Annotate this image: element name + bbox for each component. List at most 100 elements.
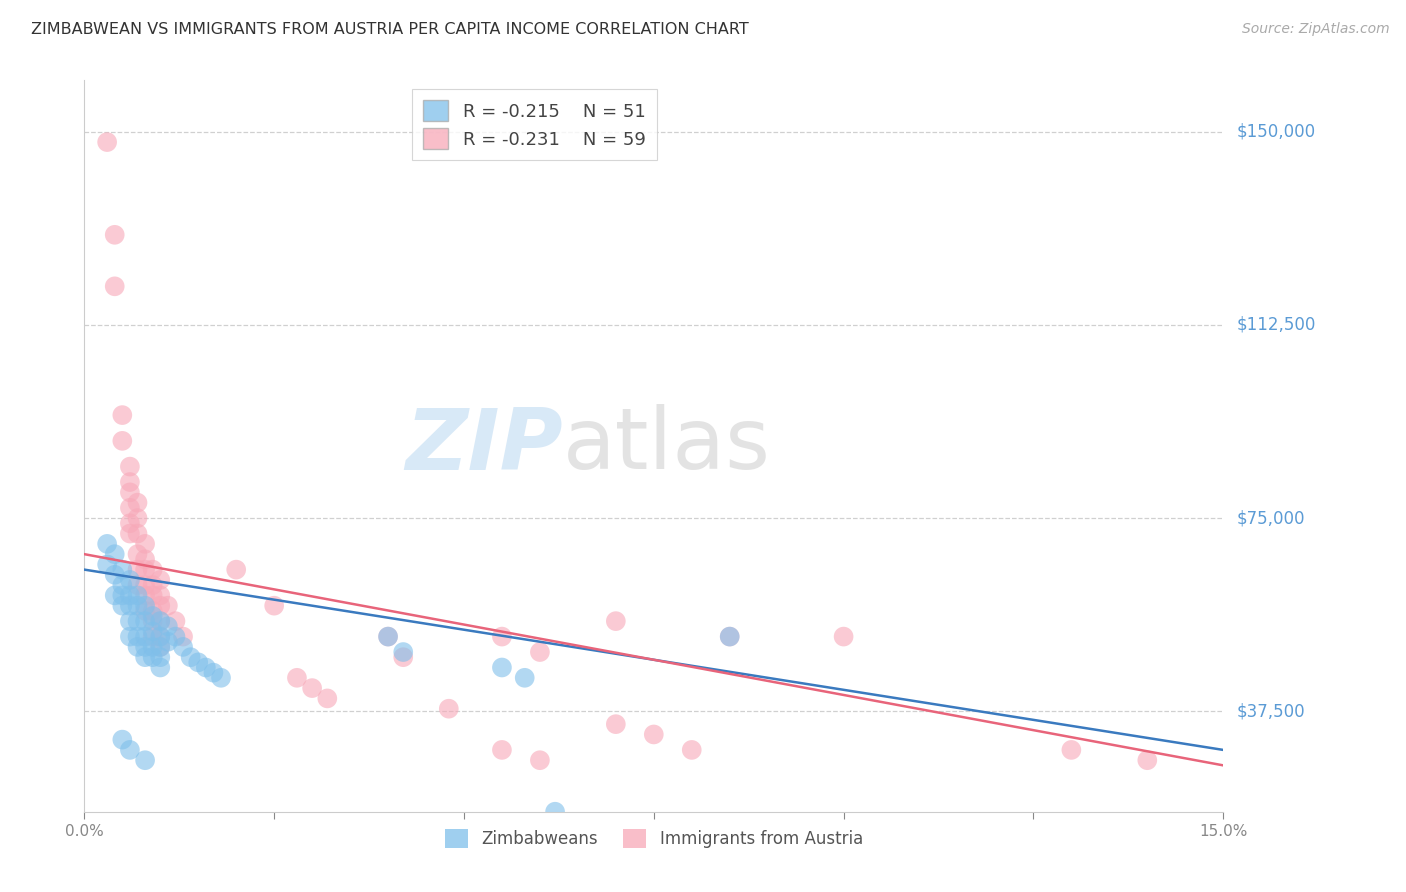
Text: $112,500: $112,500 (1237, 316, 1316, 334)
Point (156, 634, 179, 648)
Point (142, 604, 165, 618)
Point (111, 732, 134, 747)
Point (142, 563, 165, 577)
Point (134, 650, 156, 665)
Point (134, 599, 156, 613)
Point (285, 671, 308, 685)
Point (111, 578, 134, 592)
Point (529, 753, 551, 767)
Point (392, 650, 415, 665)
Point (111, 588, 134, 602)
Point (142, 640, 165, 654)
Point (127, 496, 149, 510)
Point (718, 630, 741, 644)
Point (149, 614, 172, 628)
Text: ZIP: ZIP (405, 404, 562, 488)
Text: $37,500: $37,500 (1237, 702, 1306, 720)
Point (96, 558, 118, 572)
Point (437, 702, 460, 716)
Point (118, 588, 141, 602)
Point (172, 640, 194, 654)
Point (149, 660, 172, 674)
Point (142, 630, 165, 644)
Point (142, 624, 165, 639)
Point (127, 511, 149, 525)
Point (118, 500, 141, 515)
Point (718, 630, 741, 644)
Point (111, 563, 134, 577)
Point (142, 614, 165, 628)
Point (127, 614, 149, 628)
Point (149, 640, 172, 654)
Point (165, 630, 187, 644)
Point (142, 650, 165, 665)
Text: Source: ZipAtlas.com: Source: ZipAtlas.com (1241, 22, 1389, 37)
Point (529, 645, 551, 659)
Point (156, 619, 179, 633)
Point (104, 588, 127, 602)
Point (194, 660, 217, 674)
Point (134, 563, 156, 577)
Point (643, 727, 665, 741)
Point (225, 563, 247, 577)
Point (377, 630, 399, 644)
Point (172, 630, 194, 644)
Point (149, 630, 172, 644)
Point (134, 552, 156, 566)
Point (118, 614, 141, 628)
Point (118, 743, 141, 757)
Point (134, 537, 156, 551)
Point (149, 630, 172, 644)
Legend: Zimbabweans, Immigrants from Austria: Zimbabweans, Immigrants from Austria (439, 822, 869, 855)
Point (134, 578, 156, 592)
Point (118, 459, 141, 474)
Point (96, 537, 118, 551)
Point (491, 630, 513, 644)
Point (118, 573, 141, 587)
Point (316, 691, 339, 706)
Point (118, 516, 141, 531)
Point (681, 743, 703, 757)
Text: $150,000: $150,000 (1237, 123, 1316, 141)
Point (111, 408, 134, 422)
Point (104, 567, 127, 582)
Point (134, 753, 156, 767)
Point (118, 526, 141, 541)
Point (202, 665, 225, 680)
Point (513, 671, 536, 685)
Point (180, 650, 202, 665)
Point (127, 640, 149, 654)
Point (104, 279, 127, 293)
Point (605, 717, 627, 731)
Point (127, 588, 149, 602)
Point (142, 588, 165, 602)
Point (127, 547, 149, 561)
Point (127, 563, 149, 577)
Point (104, 547, 127, 561)
Point (149, 614, 172, 628)
Point (142, 578, 165, 592)
Point (118, 485, 141, 500)
Point (111, 599, 134, 613)
Point (209, 671, 232, 685)
Point (118, 630, 141, 644)
Point (491, 743, 513, 757)
Point (127, 630, 149, 644)
Point (111, 434, 134, 448)
Text: $75,000: $75,000 (1237, 509, 1306, 527)
Point (134, 630, 156, 644)
Point (544, 805, 567, 819)
Point (134, 604, 156, 618)
Point (127, 599, 149, 613)
Point (491, 660, 513, 674)
Point (149, 573, 172, 587)
Point (118, 475, 141, 489)
Point (142, 609, 165, 624)
Point (263, 599, 285, 613)
Point (149, 640, 172, 654)
Point (134, 614, 156, 628)
Point (149, 588, 172, 602)
Point (392, 645, 415, 659)
Point (96, 135, 118, 149)
Point (149, 650, 172, 665)
